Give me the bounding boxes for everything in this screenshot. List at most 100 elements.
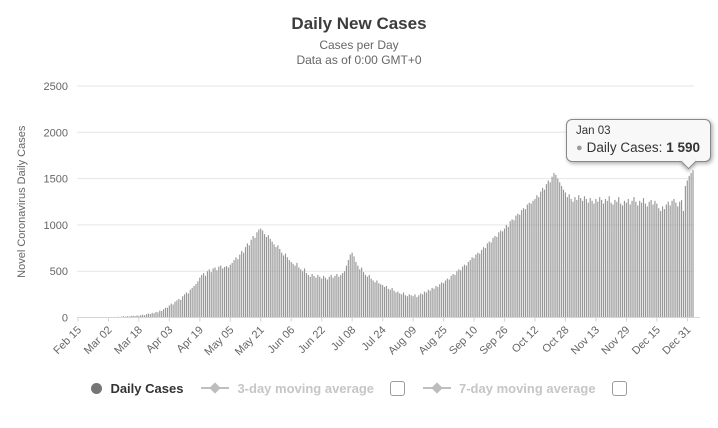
daily-cases-bar[interactable] [366, 276, 368, 318]
daily-cases-bar[interactable] [423, 291, 426, 318]
daily-cases-bar[interactable] [422, 294, 424, 318]
daily-cases-bar[interactable] [644, 203, 646, 318]
daily-cases-bar[interactable] [406, 296, 408, 318]
daily-cases-bar[interactable] [686, 180, 688, 318]
daily-cases-bar[interactable] [164, 307, 167, 318]
daily-cases-bar[interactable] [475, 254, 477, 318]
daily-cases-bar[interactable] [399, 293, 401, 318]
daily-cases-bar[interactable] [652, 204, 654, 318]
daily-cases-bar[interactable] [195, 284, 197, 318]
daily-cases-bar[interactable] [231, 262, 233, 318]
daily-cases-bar[interactable] [547, 180, 549, 318]
daily-cases-bar[interactable] [307, 274, 309, 318]
daily-cases-bar[interactable] [225, 266, 228, 318]
daily-cases-bar[interactable] [223, 267, 226, 318]
daily-cases-bar[interactable] [509, 221, 511, 318]
daily-cases-bar[interactable] [534, 198, 536, 318]
daily-cases-bar[interactable] [302, 271, 304, 318]
daily-cases-bar[interactable] [465, 265, 467, 318]
daily-cases-bar[interactable] [370, 278, 372, 318]
daily-cases-bar[interactable] [180, 299, 182, 318]
daily-cases-bar[interactable] [401, 294, 403, 318]
daily-cases-bar[interactable] [321, 278, 323, 318]
daily-cases-bar[interactable] [362, 272, 365, 318]
daily-cases-bar[interactable] [602, 203, 605, 318]
daily-cases-bar[interactable] [639, 200, 641, 318]
daily-cases-bar[interactable] [482, 247, 485, 318]
daily-cases-bar[interactable] [460, 270, 462, 318]
daily-cases-bar[interactable] [147, 313, 149, 318]
daily-cases-bar[interactable] [364, 274, 367, 318]
daily-cases-bar[interactable] [269, 238, 271, 318]
daily-cases-bar[interactable] [442, 283, 445, 318]
daily-cases-bar[interactable] [275, 247, 277, 318]
daily-cases-bar[interactable] [416, 297, 418, 318]
daily-cases-bar[interactable] [149, 313, 151, 318]
daily-cases-bar[interactable] [660, 211, 662, 318]
daily-cases-bar[interactable] [439, 284, 441, 318]
daily-cases-bar[interactable] [126, 316, 128, 318]
daily-cases-bar[interactable] [332, 277, 334, 318]
daily-cases-bar[interactable] [176, 300, 178, 318]
daily-cases-bar[interactable] [490, 242, 492, 318]
daily-cases-bar[interactable] [340, 274, 342, 318]
daily-cases-bar[interactable] [168, 305, 170, 318]
daily-cases-bar[interactable] [479, 253, 481, 318]
daily-cases-bar[interactable] [587, 202, 589, 318]
daily-cases-bar[interactable] [469, 260, 471, 318]
daily-cases-bar[interactable] [239, 254, 241, 318]
daily-cases-bar[interactable] [353, 256, 355, 318]
daily-cases-bar[interactable] [222, 268, 224, 318]
daily-cases-bar[interactable] [323, 275, 325, 318]
daily-cases-bar[interactable] [151, 312, 153, 318]
daily-cases-bar[interactable] [608, 196, 610, 318]
daily-cases-bar[interactable] [281, 252, 283, 318]
daily-cases-bar[interactable] [311, 273, 313, 318]
daily-cases-bar[interactable] [515, 215, 517, 318]
daily-cases-bar[interactable] [682, 211, 685, 318]
daily-cases-bar[interactable] [450, 275, 452, 318]
daily-cases-bar[interactable] [604, 198, 606, 318]
daily-cases-bar[interactable] [343, 271, 346, 318]
daily-cases-bar[interactable] [462, 266, 464, 318]
daily-cases-bar[interactable] [174, 301, 176, 318]
daily-cases-bar[interactable] [538, 197, 540, 318]
daily-cases-bar[interactable] [557, 178, 559, 318]
daily-cases-bar[interactable] [669, 205, 671, 318]
daily-cases-bar[interactable] [566, 197, 568, 318]
daily-cases-bar[interactable] [273, 244, 275, 318]
daily-cases-bar[interactable] [471, 257, 473, 318]
daily-cases-bar[interactable] [593, 203, 595, 318]
daily-cases-bar[interactable] [433, 288, 435, 318]
daily-cases-bar[interactable] [241, 250, 243, 318]
daily-cases-bar[interactable] [437, 286, 439, 318]
daily-cases-bar[interactable] [130, 316, 132, 318]
daily-cases-bar[interactable] [458, 269, 460, 318]
daily-cases-bar[interactable] [305, 273, 307, 318]
daily-cases-bar[interactable] [172, 304, 174, 318]
daily-cases-bar[interactable] [502, 231, 504, 318]
daily-cases-bar[interactable] [524, 209, 526, 318]
daily-cases-bar[interactable] [166, 307, 168, 318]
daily-cases-bar[interactable] [324, 277, 327, 318]
daily-cases-bar[interactable] [435, 286, 437, 318]
daily-cases-bar[interactable] [658, 208, 660, 318]
daily-cases-bar[interactable] [679, 201, 681, 318]
daily-cases-bar[interactable] [612, 204, 614, 318]
daily-cases-bar[interactable] [277, 245, 279, 318]
daily-cases-bar[interactable] [338, 276, 340, 318]
checkbox-7day-avg[interactable] [611, 380, 627, 396]
daily-cases-bar[interactable] [585, 198, 587, 318]
daily-cases-bar[interactable] [578, 195, 580, 318]
daily-cases-bar[interactable] [284, 253, 287, 318]
daily-cases-bar[interactable] [206, 271, 208, 318]
daily-cases-bar[interactable] [473, 258, 475, 318]
daily-cases-bar[interactable] [446, 278, 448, 318]
daily-cases-bar[interactable] [208, 269, 210, 318]
daily-cases-bar[interactable] [267, 235, 269, 318]
daily-cases-bar[interactable] [599, 197, 601, 318]
daily-cases-bar[interactable] [549, 182, 551, 318]
daily-cases-bar[interactable] [526, 204, 528, 318]
daily-cases-bar[interactable] [688, 175, 690, 318]
daily-cases-bar[interactable] [568, 194, 570, 318]
